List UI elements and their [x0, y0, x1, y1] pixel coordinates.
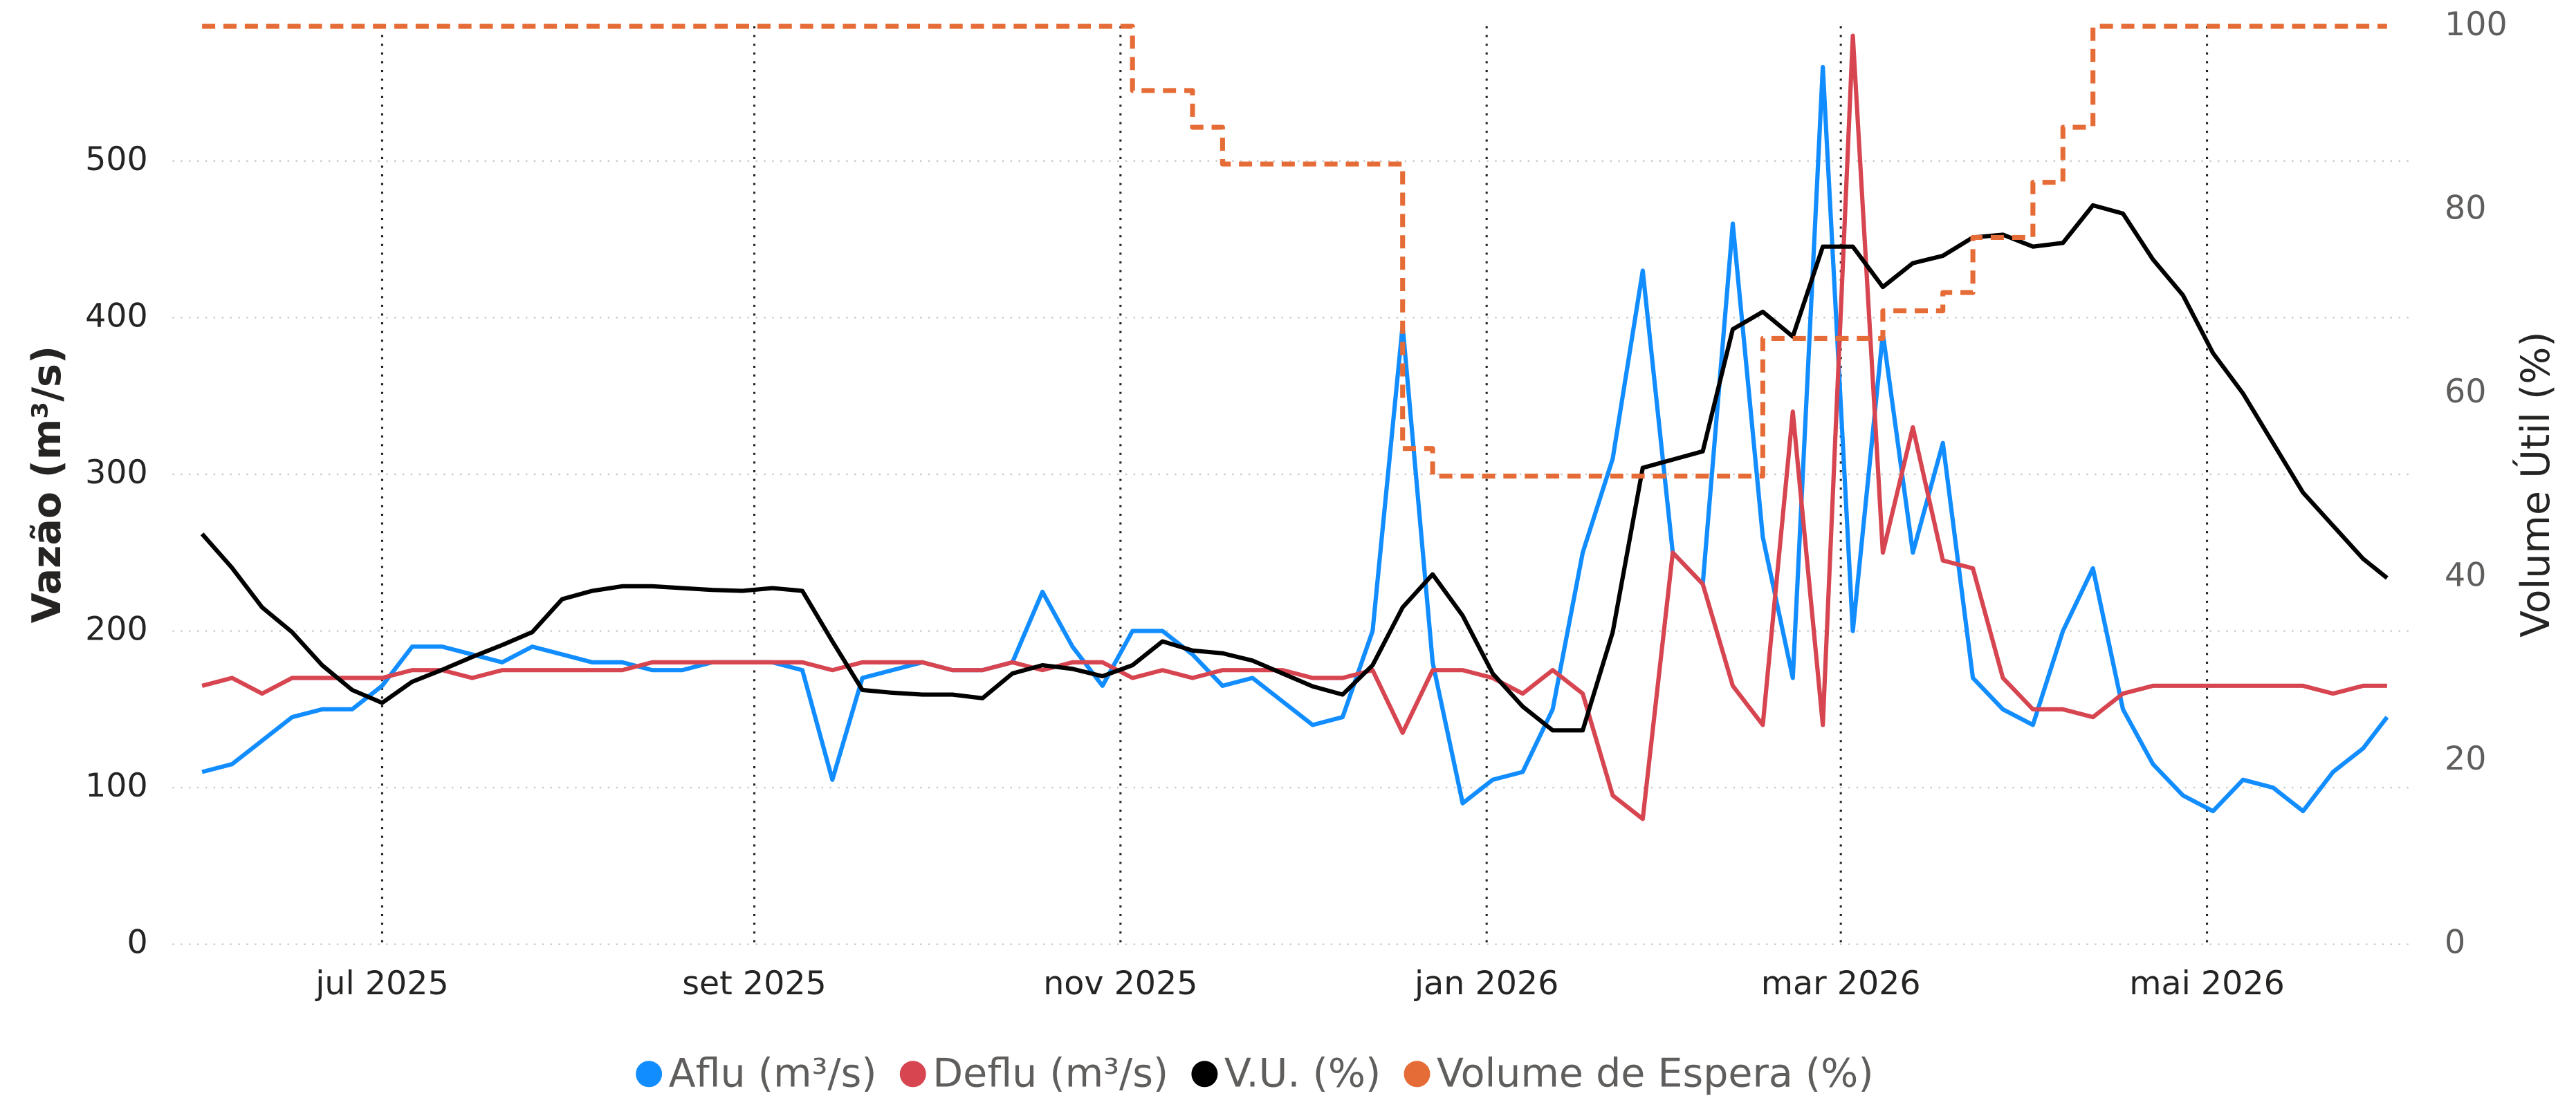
- series-line: [201, 33, 2387, 821]
- y-tick-label: 300: [85, 454, 148, 492]
- y-tick-label: 400: [85, 297, 148, 335]
- legend-label: V.U. (%): [1224, 1050, 1381, 1096]
- legend-item[interactable]: Aflu (m³/s): [636, 1050, 877, 1096]
- y2-tick-label: 100: [2445, 6, 2508, 44]
- legend-label: Deflu (m³/s): [932, 1050, 1168, 1096]
- y-tick-label: 500: [85, 140, 148, 178]
- x-tick-label: set 2025: [682, 965, 827, 1003]
- legend: Aflu (m³/s) Deflu (m³/s) V.U. (%) Volume de…: [636, 1050, 1874, 1096]
- x-tick-label: mar 2026: [1761, 965, 1921, 1003]
- y2-axis-title: Volume Útil (%): [2512, 331, 2559, 638]
- legend-label: Aflu (m³/s): [669, 1050, 877, 1096]
- legend-item[interactable]: Deflu (m³/s): [899, 1050, 1168, 1096]
- y-tick-label: 100: [85, 767, 148, 805]
- x-tick-label: mai 2026: [2129, 965, 2285, 1003]
- plot-area: [200, 24, 2389, 821]
- x-tick-label: jan 2026: [1414, 965, 1558, 1003]
- y2-tick-label: 0: [2445, 924, 2465, 962]
- y2-tick-label: 60: [2445, 373, 2486, 411]
- legend-marker: [636, 1061, 663, 1088]
- y2-tick-label: 80: [2445, 189, 2486, 227]
- legend-item[interactable]: Volume de Espera (%): [1404, 1050, 1874, 1096]
- legend-marker: [899, 1061, 926, 1088]
- series-line: [202, 24, 2387, 479]
- legend-marker: [1404, 1061, 1430, 1088]
- y2-tick-label: 20: [2445, 740, 2486, 778]
- grid: 0 100 200 300 400 500 0 20 40 60 80 100 jul 2025 set …: [85, 6, 2508, 1003]
- series-line: [201, 64, 2389, 814]
- series-line: [200, 203, 2389, 733]
- y-tick-label: 0: [127, 924, 148, 962]
- x-tick-label: jul 2025: [315, 965, 448, 1003]
- legend-label: Volume de Espera (%): [1437, 1050, 1874, 1096]
- y2-tick-label: 40: [2445, 557, 2486, 595]
- x-tick-label: nov 2025: [1043, 965, 1197, 1003]
- legend-item[interactable]: V.U. (%): [1191, 1050, 1381, 1096]
- y-axis-title: Vazão (m³/s): [24, 346, 70, 623]
- legend-marker: [1191, 1061, 1218, 1088]
- y-tick-label: 200: [85, 611, 148, 649]
